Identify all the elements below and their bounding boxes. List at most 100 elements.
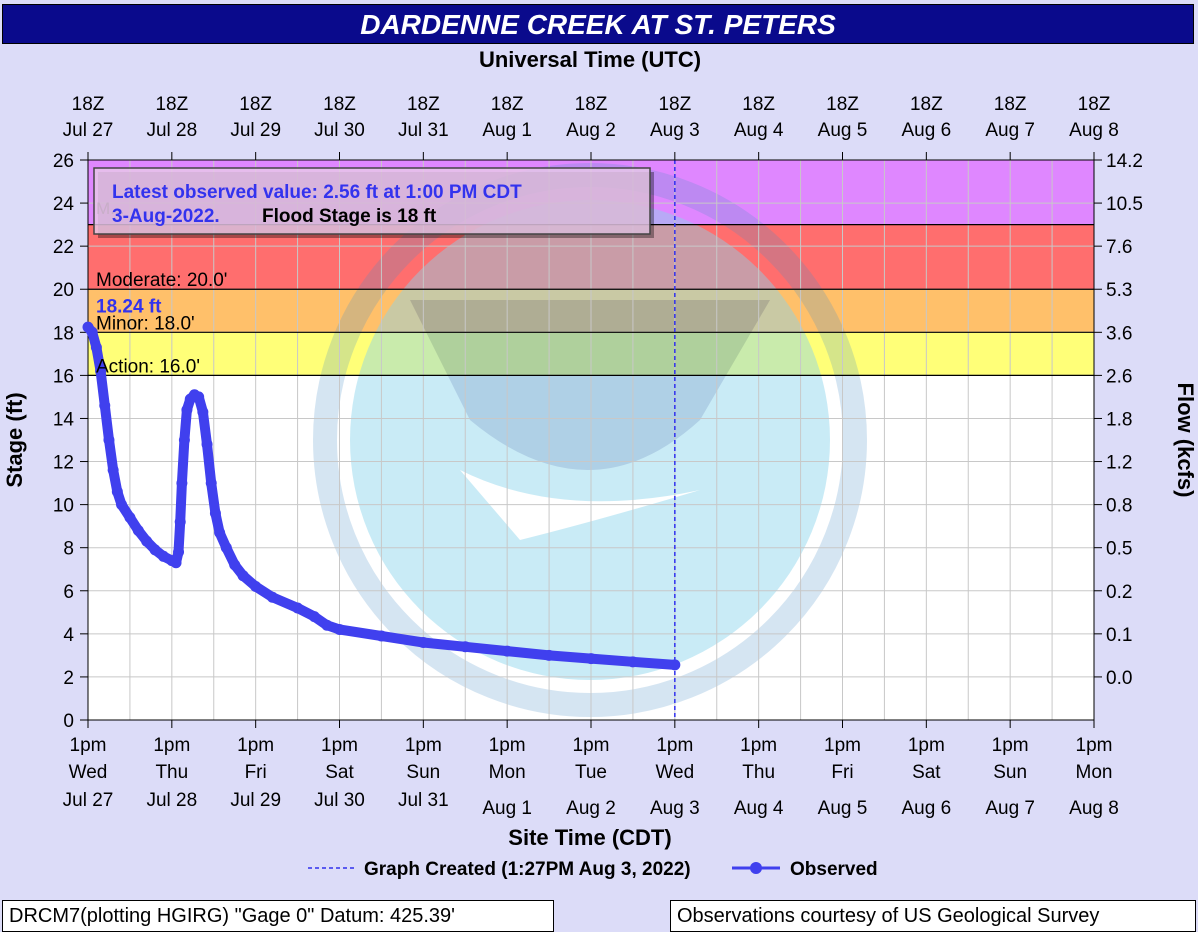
y-tick-label: 8	[63, 539, 74, 560]
noaa-watermark	[313, 163, 867, 717]
observed-point	[174, 516, 186, 528]
top-axis-title: Universal Time (UTC)	[479, 47, 701, 72]
x-tick-date: Aug 5	[818, 798, 868, 819]
x-tick-time: 1pm	[237, 735, 274, 756]
observed-point	[205, 477, 217, 489]
y2-tick-label: 0.2	[1106, 582, 1132, 603]
top-tick-label: 18Z	[1078, 94, 1111, 115]
legend-created-label: Graph Created (1:27PM Aug 3, 2022)	[364, 859, 691, 880]
top-tick-label: 18Z	[826, 94, 859, 115]
y2-tick-label: 7.6	[1106, 237, 1132, 258]
top-tick-date: Jul 30	[314, 120, 365, 141]
top-tick-date: Aug 4	[734, 120, 784, 141]
x-tick-time: 1pm	[656, 735, 693, 756]
x-tick-date: Aug 3	[650, 798, 700, 819]
top-tick-label: 18Z	[407, 94, 440, 115]
top-tick-label: 18Z	[491, 94, 524, 115]
y-tick-label: 26	[53, 151, 74, 172]
legend-observed-marker	[750, 862, 762, 874]
observed-point	[103, 434, 115, 446]
top-tick-label: 18Z	[658, 94, 691, 115]
x-tick-date: Aug 4	[734, 798, 784, 819]
observed-point	[292, 602, 304, 614]
y-tick-label: 18	[53, 323, 74, 344]
y-tick-label: 24	[53, 194, 75, 215]
observed-point	[669, 659, 681, 671]
top-tick-label: 18Z	[742, 94, 775, 115]
y2-tick-label: 0.5	[1106, 539, 1132, 560]
y2-tick-label: 14.2	[1106, 151, 1143, 172]
observed-point	[149, 544, 161, 556]
max-stage-label: 18.24 ft	[96, 297, 162, 318]
observed-point	[266, 591, 278, 603]
y-tick-label: 14	[53, 409, 75, 430]
observed-point	[501, 645, 513, 657]
x-tick-date: Jul 30	[314, 790, 365, 811]
observed-point	[90, 341, 102, 353]
y-tick-label: 10	[53, 496, 74, 517]
y-tick-label: 22	[53, 237, 74, 258]
x-tick-day: Wed	[655, 762, 694, 783]
top-tick-label: 18Z	[155, 94, 188, 115]
y-tick-label: 12	[53, 453, 74, 474]
annotation-line1: Latest observed value: 2.56 ft at 1:00 P…	[112, 182, 522, 203]
x-tick-day: Mon	[1076, 762, 1113, 783]
x-tick-date: Aug 7	[985, 798, 1035, 819]
annotation-line2-flood: Flood Stage is 18 ft	[262, 206, 437, 227]
observed-point	[209, 507, 221, 519]
x-tick-date: Jul 28	[146, 790, 197, 811]
x-tick-date: Aug 6	[902, 798, 952, 819]
data-credit: Observations courtesy of US Geological S…	[670, 900, 1196, 932]
observed-point	[543, 649, 555, 661]
observed-point	[157, 550, 169, 562]
legend-observed-label: Observed	[790, 859, 878, 880]
top-tick-label: 18Z	[910, 94, 943, 115]
observed-point	[116, 499, 128, 511]
x-tick-day: Sun	[406, 762, 440, 783]
observed-point	[197, 406, 209, 418]
y-tick-label: 0	[63, 711, 74, 732]
observed-point	[173, 546, 185, 558]
top-tick-label: 18Z	[994, 94, 1027, 115]
y-tick-label: 6	[63, 582, 74, 603]
x-tick-time: 1pm	[740, 735, 777, 756]
x-tick-time: 1pm	[908, 735, 945, 756]
observed-point	[99, 400, 111, 412]
observed-point	[193, 391, 205, 403]
observed-point	[237, 570, 249, 582]
observed-point	[124, 512, 136, 524]
latest-value-annotation: Latest observed value: 2.56 ft at 1:00 P…	[93, 167, 654, 238]
x-tick-day: Sat	[325, 762, 354, 783]
x-tick-time: 1pm	[321, 735, 358, 756]
y2-axis-title: Flow (kcfs)	[1173, 383, 1198, 498]
y2-tick-label: 10.5	[1106, 194, 1143, 215]
observed-point	[334, 624, 345, 636]
y2-tick-label: 1.2	[1106, 453, 1132, 474]
y2-tick-label: 2.6	[1106, 366, 1132, 387]
band-label: Action: 16.0'	[96, 356, 200, 377]
observed-point	[250, 580, 262, 592]
observed-point	[229, 559, 241, 571]
y2-tick-label: 1.8	[1106, 409, 1132, 430]
y-tick-label: 16	[53, 366, 74, 387]
x-tick-time: 1pm	[153, 735, 190, 756]
top-tick-date: Aug 1	[482, 120, 532, 141]
chart-title: DARDENNE CREEK AT ST. PETERS	[2, 4, 1194, 44]
observed-point	[141, 535, 153, 547]
x-tick-day: Wed	[69, 762, 108, 783]
top-tick-date: Aug 2	[566, 120, 616, 141]
y2-tick-label: 3.6	[1106, 323, 1132, 344]
top-tick-date: Aug 6	[902, 120, 952, 141]
x-tick-date: Aug 8	[1069, 798, 1119, 819]
top-tick-label: 18Z	[575, 94, 608, 115]
top-tick-label: 18Z	[239, 94, 272, 115]
x-tick-time: 1pm	[70, 735, 107, 756]
top-tick-label: 18Z	[323, 94, 356, 115]
x-tick-day: Tue	[575, 762, 607, 783]
x-tick-date: Aug 2	[566, 798, 616, 819]
x-tick-day: Thu	[742, 762, 775, 783]
observed-point	[459, 641, 471, 653]
observed-point	[132, 524, 144, 536]
